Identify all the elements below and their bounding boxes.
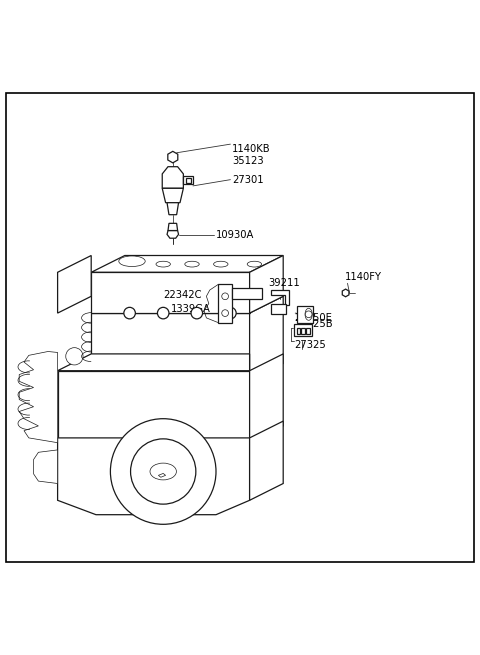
Ellipse shape [119,256,145,267]
Polygon shape [162,188,183,202]
Ellipse shape [156,261,170,267]
Polygon shape [91,272,250,313]
Polygon shape [250,296,283,381]
Polygon shape [158,474,166,477]
Polygon shape [271,290,289,305]
Text: 1140KB
35123: 1140KB 35123 [232,144,271,166]
Polygon shape [250,255,283,313]
Polygon shape [168,223,178,231]
Polygon shape [91,255,283,272]
Polygon shape [162,167,183,188]
Polygon shape [58,255,91,313]
Polygon shape [294,324,312,336]
Circle shape [131,439,196,504]
Polygon shape [91,313,250,381]
Circle shape [124,307,135,319]
Bar [186,178,191,183]
Text: 27325B: 27325B [294,319,332,329]
Polygon shape [297,306,313,323]
Polygon shape [19,352,58,443]
Ellipse shape [150,463,177,480]
Polygon shape [250,354,283,443]
Ellipse shape [185,261,199,267]
Circle shape [191,307,203,319]
Text: 27301: 27301 [232,175,264,185]
Circle shape [222,293,228,299]
Circle shape [222,310,228,316]
Ellipse shape [305,309,312,320]
Ellipse shape [247,261,262,267]
Polygon shape [58,371,250,443]
Polygon shape [342,289,349,297]
Circle shape [110,419,216,524]
Text: 39211: 39211 [268,278,300,288]
Text: 27325: 27325 [294,340,325,350]
Text: 27350E: 27350E [294,313,332,323]
Polygon shape [167,202,179,215]
Polygon shape [34,450,58,483]
Polygon shape [58,354,250,371]
Circle shape [66,348,83,365]
Bar [297,328,300,334]
Bar [306,328,310,334]
Polygon shape [183,176,193,185]
Text: 22342C: 22342C [163,290,202,300]
Polygon shape [167,231,179,238]
Ellipse shape [214,261,228,267]
Polygon shape [232,288,262,299]
Circle shape [305,311,312,318]
Polygon shape [168,151,178,163]
Text: 10930A: 10930A [216,230,254,240]
Text: 1339GA: 1339GA [170,305,210,314]
Text: 1140FY: 1140FY [345,272,382,282]
Polygon shape [250,421,283,500]
Circle shape [225,307,236,319]
Polygon shape [218,284,232,323]
Bar [301,328,305,334]
Circle shape [157,307,169,319]
Polygon shape [271,305,286,314]
Polygon shape [58,438,250,515]
